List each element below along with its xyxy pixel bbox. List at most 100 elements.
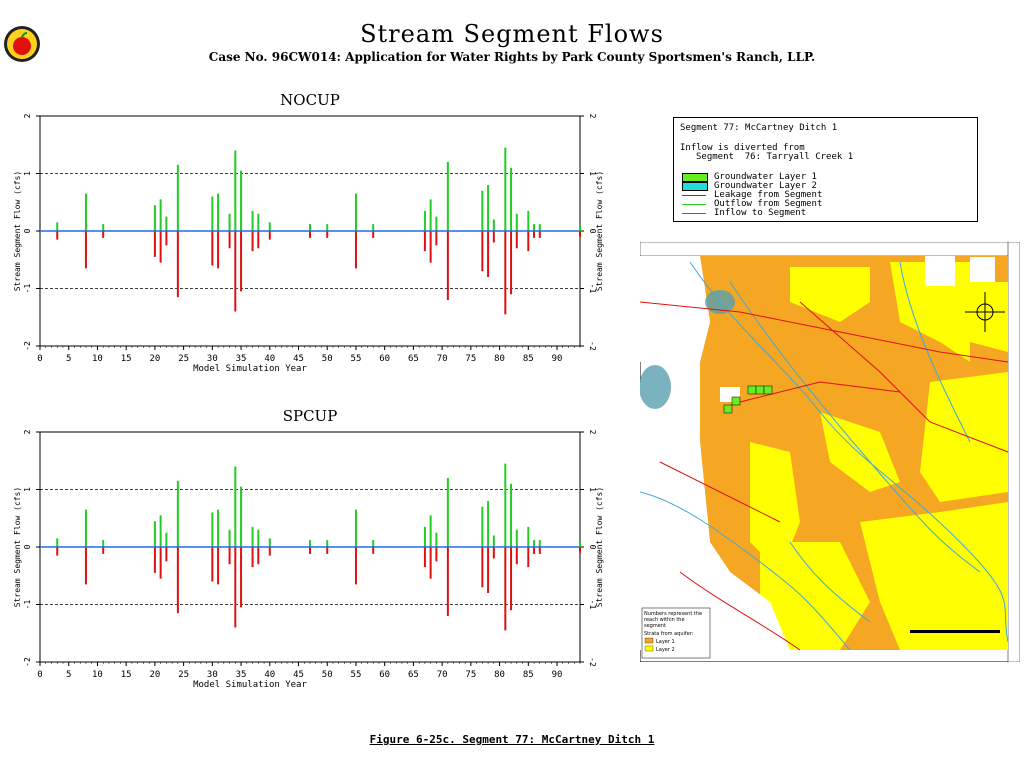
x-tick-label: 50	[322, 670, 333, 680]
bar	[515, 529, 518, 547]
bar	[504, 547, 507, 631]
bar	[228, 213, 231, 231]
x-tick-label: 10	[92, 354, 103, 364]
bar	[354, 509, 357, 547]
bar	[481, 190, 484, 231]
y-tick-label: -1	[23, 284, 32, 294]
bar	[423, 526, 426, 547]
bar	[435, 216, 438, 231]
bar	[515, 213, 518, 231]
y-tick-label-right: 0	[588, 545, 597, 550]
bar	[102, 540, 105, 547]
x-tick-label: 5	[66, 354, 71, 364]
x-tick-label: 60	[379, 354, 390, 364]
map-border-ticks	[640, 242, 1020, 662]
y-axis-label-right: Stream Segment Flow (cfs)	[595, 171, 604, 291]
bar	[538, 224, 541, 231]
x-tick-label: 20	[149, 670, 160, 680]
bar	[446, 162, 449, 231]
legend-label: Groundwater Layer 1	[714, 172, 817, 182]
map-layer1-label: Layer 1	[656, 639, 675, 645]
x-tick-label: 60	[379, 670, 390, 680]
legend-label: Groundwater Layer 2	[714, 181, 817, 191]
bar	[446, 478, 449, 547]
bar	[176, 231, 179, 298]
x-tick-label: 85	[523, 670, 534, 680]
y-tick-label: -1	[23, 600, 32, 610]
x-tick-label: 50	[322, 354, 333, 364]
bar	[538, 231, 541, 238]
bar	[527, 231, 530, 252]
bar	[533, 540, 536, 547]
map-layer2-label: Layer 2	[656, 647, 675, 653]
bar	[372, 231, 375, 238]
figure-caption-text: Figure 6-25c. Segment 77: McCartney Ditc…	[369, 733, 655, 746]
bar	[481, 506, 484, 547]
bar	[56, 538, 59, 547]
map-scale-bar	[910, 630, 1000, 633]
x-tick-label: 15	[121, 670, 132, 680]
x-tick-label: 75	[465, 354, 476, 364]
legend-line	[682, 195, 706, 196]
bar	[165, 231, 168, 246]
bar	[84, 193, 87, 231]
bar	[251, 547, 254, 568]
map-strata-label: Strata from aquifer:	[644, 631, 694, 637]
bar	[251, 526, 254, 547]
bar	[487, 231, 490, 277]
y-axis-label: Stream Segment Flow (cfs)	[13, 487, 22, 607]
bar	[102, 224, 105, 231]
bar	[234, 150, 237, 231]
bar	[354, 231, 357, 269]
bar	[240, 486, 243, 547]
x-tick-label: 25	[178, 354, 189, 364]
bar	[510, 231, 513, 295]
bar	[153, 231, 156, 257]
bar	[234, 547, 237, 628]
x-tick-label: 65	[408, 354, 419, 364]
bar	[217, 547, 220, 585]
bar	[326, 231, 329, 238]
map-roads	[640, 301, 1009, 651]
bar	[372, 224, 375, 231]
bar	[268, 547, 271, 556]
bar	[504, 147, 507, 231]
legend-label: Outflow from Segment	[714, 199, 823, 209]
bar	[504, 231, 507, 315]
bar	[354, 193, 357, 231]
map-inset-legend	[641, 607, 711, 659]
y-tick-label: -2	[23, 341, 32, 351]
bar	[217, 231, 220, 269]
bar	[579, 231, 581, 237]
map-note-line-1: Numbers represent the	[644, 611, 702, 617]
bar	[257, 213, 260, 231]
chart-title-nocup: NOCUP	[280, 91, 340, 109]
bar	[159, 231, 162, 263]
bar	[211, 231, 214, 266]
x-axis-label: Model Simulation Year	[193, 680, 307, 690]
x-tick-label: 45	[293, 670, 304, 680]
bar	[159, 199, 162, 231]
bar	[240, 170, 243, 231]
bar	[56, 231, 59, 240]
bar	[268, 231, 271, 240]
y-tick-label-right: 0	[588, 229, 597, 234]
bar	[487, 185, 490, 231]
bar	[435, 547, 438, 562]
x-tick-label: 90	[552, 354, 563, 364]
map-note-line-3: segment	[644, 623, 666, 629]
bar	[309, 547, 311, 554]
bar	[423, 231, 426, 252]
bar	[429, 231, 432, 263]
bar	[492, 535, 495, 547]
bar	[481, 547, 484, 588]
bar	[446, 231, 449, 300]
y-tick-label: 2	[23, 113, 32, 118]
y-tick-label: 1	[23, 171, 32, 176]
bar	[435, 532, 438, 547]
bar	[165, 532, 168, 547]
map-layer2-region	[700, 256, 1008, 650]
bar	[234, 466, 237, 547]
bar	[257, 231, 260, 249]
bar	[309, 224, 311, 231]
